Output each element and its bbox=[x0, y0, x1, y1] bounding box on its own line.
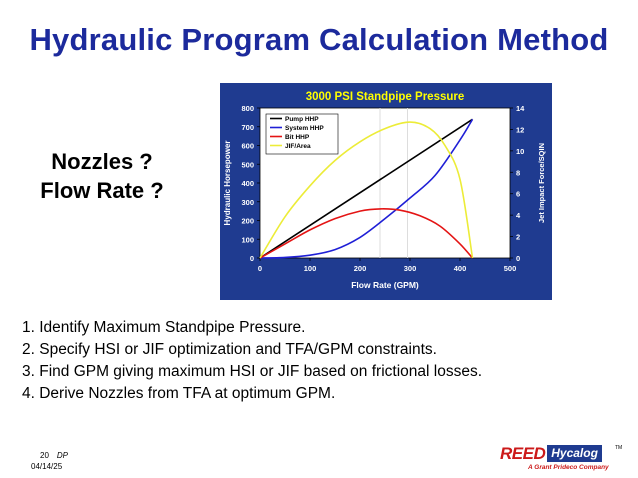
step-1: 1. Identify Maximum Standpipe Pressure. bbox=[22, 319, 306, 336]
reed-hycalog-logo: REED Hycalog TM A Grant Prideco Company bbox=[500, 444, 623, 475]
x-tick-label: 100 bbox=[304, 264, 317, 273]
step-2: 2. Specify HSI or JIF optimization and T… bbox=[22, 341, 437, 358]
series-line-pump-hhp bbox=[259, 118, 473, 259]
y-tick-label: 700 bbox=[241, 123, 254, 132]
series-line-bit-hhp bbox=[259, 208, 474, 259]
chart-title: 3000 PSI Standpipe Pressure bbox=[306, 91, 465, 103]
side-label-line-2: Flow Rate ? bbox=[40, 178, 164, 203]
y2-tick-label: 12 bbox=[516, 125, 524, 134]
logo-trademark: TM bbox=[615, 445, 623, 451]
chart-panel: 3000 PSI Standpipe Pressure 0 100 200 300 400… bbox=[220, 83, 552, 300]
standpipe-pressure-chart: 3000 PSI Standpipe Pressure0100200300400… bbox=[223, 91, 546, 290]
y-tick-label: 400 bbox=[241, 179, 254, 188]
y2-tick-label: 10 bbox=[516, 147, 524, 156]
legend-label: System HHP bbox=[285, 125, 324, 132]
y2-tick-label: 8 bbox=[516, 168, 520, 177]
x-tick-label: 400 bbox=[454, 264, 467, 273]
y2-tick-label: 14 bbox=[516, 104, 525, 113]
nozzles-flow-rate-label: Nozzles ? Flow Rate ? bbox=[22, 147, 182, 205]
y2-tick-label: 2 bbox=[516, 233, 520, 242]
legend-label: Bit HHP bbox=[285, 134, 310, 141]
x-tick-label: 0 bbox=[258, 264, 262, 273]
legend-label: JIF/Area bbox=[285, 143, 311, 150]
series-line-jif-area bbox=[259, 121, 474, 259]
logo-brand: REED bbox=[500, 444, 546, 463]
x-tick-label: 200 bbox=[354, 264, 367, 273]
steps-list: 1. Identify Maximum Standpipe Pressure. … bbox=[22, 317, 622, 405]
y-tick-label: 800 bbox=[241, 104, 254, 113]
y2-axis-label: Jet Impact Force/SQIN bbox=[537, 143, 546, 223]
y-tick-label: 500 bbox=[241, 160, 254, 169]
y-tick-label: 0 bbox=[250, 254, 254, 263]
y2-tick-label: 0 bbox=[516, 254, 520, 263]
y2-tick-label: 4 bbox=[516, 211, 521, 220]
step-4: 4. Derive Nozzles from TFA at optimum GP… bbox=[22, 385, 336, 402]
x-tick-label: 300 bbox=[404, 264, 417, 273]
step-3: 3. Find GPM giving maximum HSI or JIF ba… bbox=[22, 363, 482, 380]
side-label-line-1: Nozzles ? bbox=[51, 149, 153, 174]
y-tick-label: 300 bbox=[241, 198, 254, 207]
slide-title: Hydraulic Program Calculation Method bbox=[29, 22, 609, 57]
footer-date: 04/14/25 bbox=[31, 462, 63, 471]
x-axis-label: Flow Rate (GPM) bbox=[351, 280, 419, 290]
y-tick-label: 200 bbox=[241, 217, 254, 226]
author-initials: DP bbox=[56, 451, 69, 460]
y2-tick-label: 6 bbox=[516, 190, 520, 199]
footer-page-info: 20 DP bbox=[40, 451, 68, 460]
y-tick-label: 100 bbox=[241, 235, 254, 244]
logo-tagline: A Grant Prideco Company bbox=[528, 464, 609, 471]
logo-product: Hycalog bbox=[547, 445, 602, 462]
x-tick-label: 500 bbox=[504, 264, 517, 273]
series-line-system-hhp bbox=[259, 118, 474, 259]
page-number: 20 bbox=[40, 451, 49, 460]
legend-label: Pump HHP bbox=[285, 116, 319, 123]
y-tick-label: 600 bbox=[241, 142, 254, 151]
legend-box bbox=[265, 113, 339, 155]
y-axis-label: Hydraulic Horsepower bbox=[223, 141, 232, 226]
